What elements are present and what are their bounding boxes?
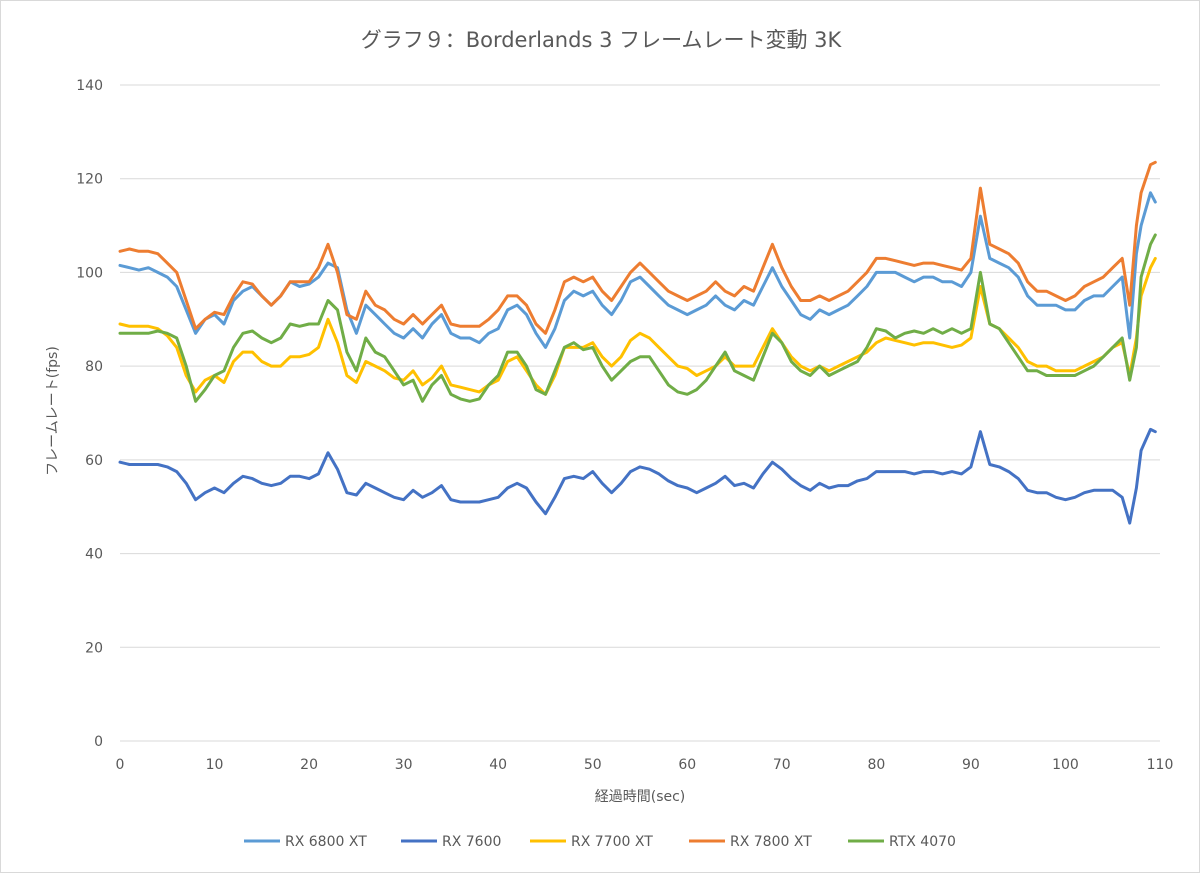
x-axis-label: 経過時間(sec): [595, 789, 686, 805]
y-tick-label: 100: [76, 265, 103, 281]
legend-label: RX 7600: [442, 834, 501, 850]
y-tick-label: 40: [85, 547, 103, 563]
y-tick-label: 140: [76, 78, 103, 94]
legend-item: RX 7800 XT: [689, 834, 812, 850]
y-axis-label: フレームレート(fps): [45, 346, 61, 476]
y-tick-label: 60: [85, 453, 103, 469]
x-tick-label: 50: [584, 757, 602, 773]
y-axis-ticks: 0 20 40 60 80 100 120 140: [76, 78, 103, 750]
legend: RX 6800 XT RX 7600 RX 7700 XT RX 7800 XT RTX…: [244, 834, 956, 850]
x-tick-label: 110: [1147, 757, 1174, 773]
series-line-rtx-4070: [118, 233, 1157, 403]
series-lines: [118, 160, 1157, 525]
legend-item: RX 7700 XT: [530, 834, 653, 850]
y-tick-label: 20: [85, 640, 103, 656]
x-tick-label: 80: [867, 757, 885, 773]
series-line-rx-7800-xt: [118, 160, 1157, 335]
x-tick-label: 60: [678, 757, 696, 773]
chart-title: グラフ９：Borderlands 3 フレームレート変動 3K: [361, 28, 843, 52]
y-tick-label: 80: [85, 359, 103, 375]
legend-item: RX 6800 XT: [244, 834, 367, 850]
x-tick-label: 40: [489, 757, 507, 773]
series-line-rx-7600: [118, 427, 1157, 525]
legend-label: RX 7700 XT: [571, 834, 653, 850]
series-line-rx-6800-xt: [118, 191, 1157, 349]
x-tick-label: 0: [116, 757, 125, 773]
legend-label: RX 6800 XT: [285, 834, 367, 850]
y-tick-label: 120: [76, 172, 103, 188]
x-axis-ticks: 0 10 20 30 40 50 60 70 80 90 100 110: [116, 757, 1174, 773]
legend-item: RTX 4070: [848, 834, 956, 850]
x-tick-label: 30: [395, 757, 413, 773]
x-tick-label: 90: [962, 757, 980, 773]
x-tick-label: 20: [300, 757, 318, 773]
y-tick-label: 0: [94, 734, 103, 750]
x-tick-label: 10: [206, 757, 224, 773]
legend-item: RX 7600: [401, 834, 501, 850]
legend-label: RX 7800 XT: [730, 834, 812, 850]
gridlines: [120, 84, 1160, 742]
x-tick-label: 70: [773, 757, 791, 773]
legend-label: RTX 4070: [889, 834, 956, 850]
x-tick-label: 100: [1052, 757, 1079, 773]
